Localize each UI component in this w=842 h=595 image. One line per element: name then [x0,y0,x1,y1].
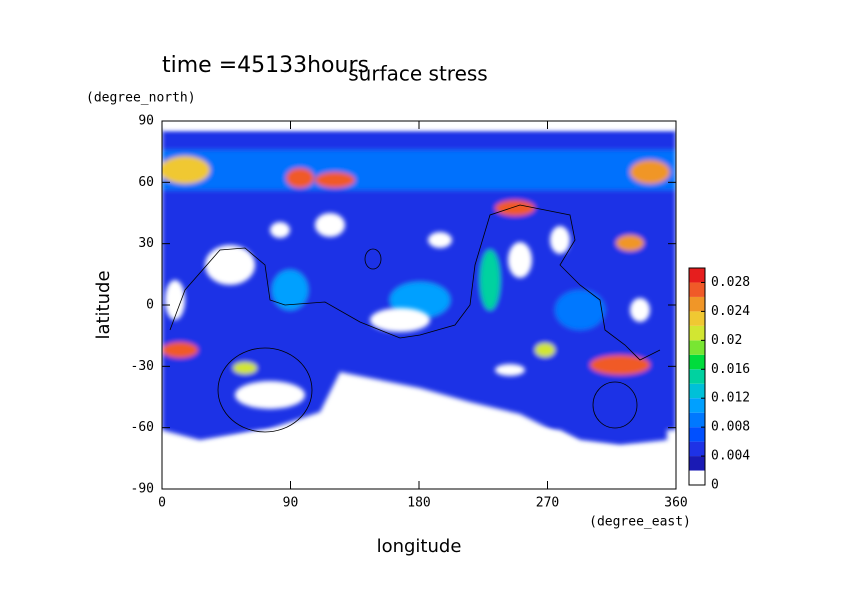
colorbar-tick-label: 0.004 [711,449,750,464]
colorbar-segment [689,383,705,399]
y-unit: (degree_north) [86,91,196,106]
colorbar-segment [689,354,705,370]
x-tick-label: 360 [664,496,687,511]
colorbar-segment [689,268,705,283]
colorbar-segment [689,456,705,471]
x-tick-label: 0 [158,496,166,511]
colorbar-tick-label: 0.028 [711,275,750,290]
colorbar-tick-label: 0.024 [711,304,750,319]
x-tick-label: 270 [536,496,559,511]
colorbar-segment [689,427,705,442]
colorbar-segment [689,296,705,312]
colorbar-tick-label: 0 [711,478,719,493]
colorbar-tick-label: 0.008 [711,420,750,435]
colorbar-segment [689,325,705,341]
colorbar-segment [689,311,705,326]
x-axis-label: longitude [377,536,462,557]
colorbar-tick-label: 0.012 [711,391,750,406]
y-axis-label: latitude [93,270,114,339]
colorbar-segment [689,282,705,297]
colorbar-segment [689,412,705,428]
y-tick-label: 0 [146,298,154,313]
colorbar-tick-label: 0.016 [711,362,750,377]
chart-title: surface stress [348,62,487,86]
colorbar-segment [689,470,705,485]
y-tick-label: -90 [131,482,154,497]
y-tick-label: 60 [138,175,154,190]
colorbar-tick-label: 0.02 [711,333,742,348]
x-tick-label: 180 [407,496,430,511]
x-tick-label: 90 [283,496,299,511]
y-tick-label: -30 [131,359,154,374]
colorbar-segment [689,398,705,413]
colorbar-segment [689,369,705,384]
y-tick-label: 90 [138,114,154,129]
annotation: time =45133hours [162,53,369,78]
colorbar-segment [689,340,705,355]
y-tick-label: -60 [131,420,154,435]
y-tick-label: 30 [138,236,154,251]
colorbar-frame [688,267,706,486]
field [162,121,676,489]
colorbar-segment [689,441,705,457]
x-unit: (degree_east) [589,515,691,530]
